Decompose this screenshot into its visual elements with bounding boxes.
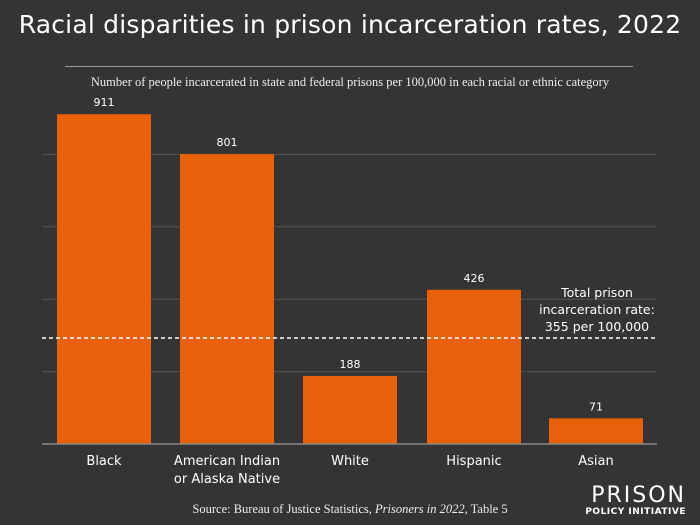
- bar-3: [427, 289, 521, 444]
- title-divider: [65, 66, 633, 67]
- prison-policy-initiative-logo: PRISON POLICY INITIATIVE: [585, 483, 686, 518]
- data-label: 188: [340, 358, 361, 371]
- source-suffix: , Table 5: [464, 502, 508, 516]
- chart-title: Racial disparities in prison incarcerati…: [18, 10, 682, 39]
- category-label: or Alaska Native: [174, 472, 280, 487]
- bar-2: [303, 375, 397, 444]
- bar-4: [549, 418, 643, 444]
- data-label: 801: [217, 136, 238, 149]
- bar-0: [57, 114, 151, 444]
- logo-line-2: POLICY INITIATIVE: [585, 507, 686, 517]
- data-label: 426: [464, 272, 485, 285]
- category-label: Asian: [578, 454, 613, 469]
- reference-line-label: 355 per 100,000: [545, 319, 649, 334]
- logo-line-1: PRISON: [591, 483, 686, 508]
- category-label: White: [331, 454, 369, 469]
- source-note: Source: Bureau of Justice Statistics, Pr…: [0, 502, 700, 517]
- bar-1: [180, 154, 274, 444]
- reference-line-label: Total prison: [560, 285, 633, 300]
- category-label: Black: [86, 454, 122, 469]
- source-prefix: Source: Bureau of Justice Statistics,: [192, 502, 376, 516]
- reference-line-label: incarceration rate:: [539, 302, 655, 317]
- data-label: 911: [94, 96, 115, 109]
- source-title: Prisoners in 2022: [375, 502, 465, 516]
- chart-subtitle: Number of people incarcerated in state a…: [90, 75, 610, 89]
- category-label: American Indian: [174, 454, 280, 469]
- data-label: 71: [589, 400, 603, 413]
- category-label: Hispanic: [446, 454, 501, 469]
